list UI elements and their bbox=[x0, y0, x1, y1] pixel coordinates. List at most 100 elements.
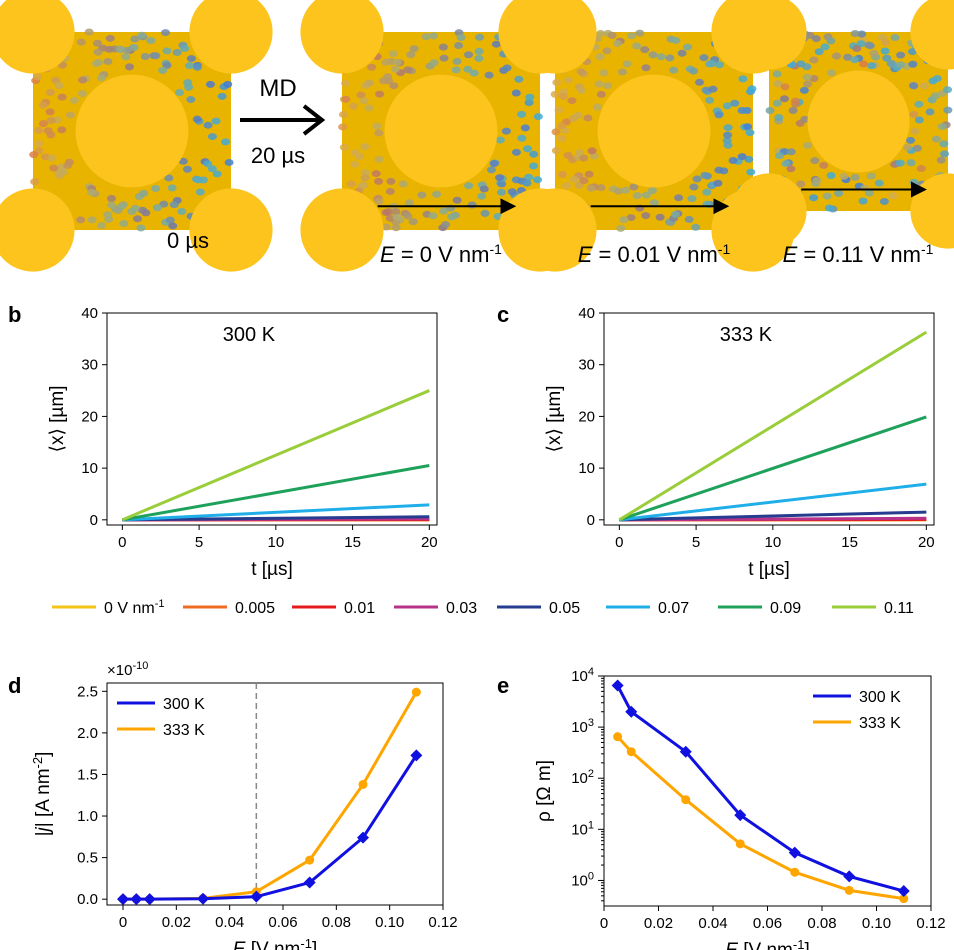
chart-d: 0 0.02 0.04 0.06 0.08 0.10 0.12 0.0 0.5 1.0 1.5 2.0… bbox=[30, 660, 458, 950]
particle bbox=[774, 114, 784, 122]
particle bbox=[338, 123, 348, 131]
particle bbox=[796, 180, 806, 188]
particle bbox=[943, 86, 953, 94]
particle bbox=[525, 93, 535, 101]
data-point bbox=[734, 809, 747, 822]
particle bbox=[602, 47, 612, 55]
particle bbox=[350, 160, 360, 168]
particle bbox=[177, 207, 187, 215]
particle bbox=[34, 126, 44, 134]
data-point bbox=[410, 749, 423, 762]
particle bbox=[484, 71, 494, 79]
particle bbox=[159, 200, 169, 208]
legend-label: 300 K bbox=[163, 696, 205, 713]
y-tick-label: 20 bbox=[578, 408, 595, 425]
particle bbox=[684, 215, 694, 223]
particle bbox=[133, 215, 143, 223]
particle bbox=[674, 194, 684, 202]
particle bbox=[408, 218, 418, 226]
particle bbox=[409, 45, 419, 53]
particle bbox=[360, 143, 370, 151]
particle bbox=[622, 60, 632, 68]
particle bbox=[627, 32, 637, 40]
particle bbox=[389, 82, 399, 90]
x-tick-label: 5 bbox=[195, 534, 203, 551]
particle bbox=[358, 181, 368, 189]
particle bbox=[902, 143, 912, 151]
particle bbox=[221, 138, 231, 146]
y-tick-label: 0.0 bbox=[77, 891, 98, 908]
particle bbox=[107, 201, 117, 209]
corner-pore-wall bbox=[731, 0, 807, 70]
x-tick-label: 10 bbox=[764, 534, 781, 551]
particle bbox=[839, 172, 849, 180]
particle bbox=[701, 86, 711, 94]
particle bbox=[908, 60, 918, 68]
y-tick-label: 30 bbox=[81, 357, 98, 374]
data-point bbox=[897, 885, 910, 898]
particle bbox=[621, 186, 631, 194]
y-tick-label: 1.0 bbox=[77, 808, 98, 825]
particle bbox=[689, 67, 699, 75]
particle bbox=[203, 121, 213, 129]
particle bbox=[497, 180, 507, 188]
particle bbox=[563, 151, 573, 159]
particle bbox=[719, 167, 729, 175]
x-axis-label: t [µs] bbox=[251, 559, 293, 580]
particle bbox=[146, 37, 156, 45]
particle bbox=[78, 76, 88, 84]
particle bbox=[640, 46, 650, 54]
particle bbox=[186, 55, 196, 63]
particle bbox=[936, 156, 946, 164]
particle bbox=[919, 82, 929, 90]
plot-frame bbox=[106, 312, 438, 526]
particle bbox=[524, 99, 534, 107]
series-line bbox=[122, 503, 430, 522]
particle bbox=[29, 151, 39, 159]
particle bbox=[46, 131, 56, 139]
x-tick-label: 5 bbox=[692, 534, 700, 551]
legend-label: 0.11 bbox=[884, 600, 914, 617]
particle bbox=[507, 188, 517, 196]
particle bbox=[852, 44, 862, 52]
particle bbox=[551, 128, 561, 136]
particle bbox=[826, 172, 836, 180]
series-line bbox=[618, 330, 928, 522]
panel-a: a MD 20 µs 0 µs E = 0 V nm-1E = 0.01 V n… bbox=[0, 0, 954, 272]
particle bbox=[687, 195, 697, 203]
x-tick-label: 0.12 bbox=[428, 914, 457, 931]
x-tick-label: 0.10 bbox=[862, 915, 891, 932]
plot-frame bbox=[603, 675, 932, 907]
particle bbox=[212, 170, 222, 178]
particle bbox=[594, 80, 604, 88]
y-tick-label: 103 bbox=[571, 717, 594, 736]
particle bbox=[162, 61, 172, 69]
particle bbox=[119, 219, 129, 227]
y-tick-label: 104 bbox=[571, 666, 594, 685]
x-tick-label: 0.02 bbox=[644, 915, 673, 932]
particle bbox=[728, 157, 738, 165]
particle bbox=[84, 28, 94, 36]
corner-pore-wall bbox=[300, 0, 384, 74]
particle bbox=[341, 95, 351, 103]
particle bbox=[702, 188, 712, 196]
particle bbox=[441, 221, 451, 229]
particle bbox=[168, 222, 178, 230]
y-axis-label: ⟨x⟩ [µm] bbox=[544, 386, 565, 453]
particle bbox=[217, 92, 227, 100]
particle bbox=[141, 209, 151, 217]
particle bbox=[452, 196, 462, 204]
y-tick-label: 30 bbox=[578, 357, 595, 374]
y-axis-label: ρ [Ω m] bbox=[534, 760, 555, 822]
particle bbox=[641, 191, 651, 199]
particle bbox=[677, 49, 687, 57]
particle bbox=[722, 102, 732, 110]
y-multiplier: ×10-10 bbox=[107, 660, 148, 679]
y-tick-label: 2.0 bbox=[77, 725, 98, 742]
particle bbox=[617, 68, 627, 76]
particle bbox=[49, 164, 59, 172]
particle bbox=[780, 83, 790, 91]
particle bbox=[910, 127, 920, 135]
particle bbox=[167, 184, 177, 192]
particle bbox=[550, 90, 560, 98]
